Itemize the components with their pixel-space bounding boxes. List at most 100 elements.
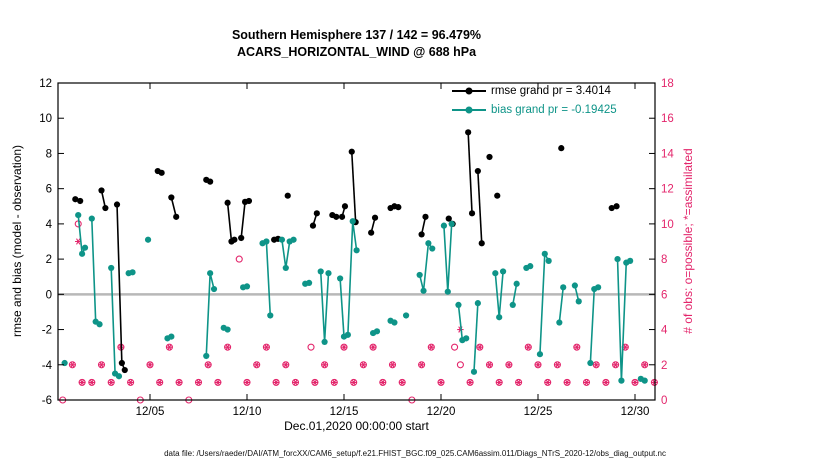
bias-marker xyxy=(560,284,567,291)
bias-marker xyxy=(402,312,410,319)
bias-marker xyxy=(353,247,360,254)
assimilated-obs-marker xyxy=(563,379,571,386)
y-axis-label-left: rmse and bias (model - observation) xyxy=(10,144,24,338)
rmse-series-segment xyxy=(467,132,473,214)
assimilated-obs-marker xyxy=(69,361,76,368)
rmse-legend-marker xyxy=(452,87,486,95)
rmse-marker xyxy=(371,214,379,221)
assimilated-obs-marker xyxy=(486,361,493,368)
page-title: Southern Hemisphere 137 / 142 = 96.479% xyxy=(231,28,482,42)
bias-marker xyxy=(499,268,507,275)
rmse-marker xyxy=(284,192,291,199)
assimilated-obs-marker xyxy=(612,361,619,368)
x-tick-label: 12/10 xyxy=(233,406,262,418)
bias-series-segment xyxy=(443,223,453,292)
rmse-marker xyxy=(613,203,620,210)
legend-item-bias: bias grand pr = -0.19425 xyxy=(452,102,617,118)
bias-marker xyxy=(416,271,423,279)
x-tick-label: 12/20 xyxy=(427,406,456,418)
bias-legend-label: bias grand pr = -0.19425 xyxy=(491,104,617,116)
bias-marker xyxy=(81,244,89,251)
possible-obs-marker xyxy=(451,343,459,351)
bias-marker xyxy=(317,268,324,275)
bias-marker xyxy=(263,238,270,245)
assimilated-obs-marker xyxy=(224,343,231,351)
assimilated-obs-marker xyxy=(340,343,348,351)
possible-obs-marker xyxy=(307,343,315,351)
bias-series-segment xyxy=(319,271,330,342)
bias-series-segment xyxy=(539,250,550,355)
bias-series-segment xyxy=(91,218,101,325)
bias-marker xyxy=(203,352,210,360)
bias-marker xyxy=(420,287,427,294)
bias-marker xyxy=(541,250,548,257)
rmse-marker xyxy=(224,199,231,206)
bias-series-segment xyxy=(339,278,345,337)
assimilated-obs-marker xyxy=(476,343,483,351)
assimilated-obs-marker xyxy=(253,361,260,368)
bias-marker xyxy=(440,222,448,229)
bias-marker xyxy=(305,279,313,286)
bias-marker xyxy=(337,275,344,282)
bias-series-segment xyxy=(347,221,358,335)
datafile-caption: data file: /Users/raeder/DAI/ATM_forcXX/… xyxy=(164,449,666,458)
x-tick-label: 12/05 xyxy=(136,406,165,418)
rmse-marker xyxy=(341,203,349,210)
bias-marker xyxy=(168,333,175,340)
bias-marker xyxy=(108,264,115,272)
bias-marker xyxy=(79,250,86,257)
rmse-legend-label: rmse grand pr = 3.4014 xyxy=(491,85,611,97)
rmse-marker xyxy=(558,145,565,152)
y-tick-label-right: 6 xyxy=(661,289,667,301)
y-tick-label-left: -2 xyxy=(42,325,52,337)
rmse-marker xyxy=(98,187,105,194)
rmse-marker xyxy=(445,215,452,222)
bias-marker xyxy=(641,377,648,384)
assimilated-obs-marker xyxy=(525,343,532,351)
legend: rmse grand pr = 3.4014 bias grand pr = -… xyxy=(452,83,617,118)
bias-series-segment xyxy=(205,273,215,357)
y-tick-label-right: 8 xyxy=(661,254,667,266)
bias-marker xyxy=(391,319,398,326)
rmse-legend-dot-icon xyxy=(465,87,473,95)
bias-marker xyxy=(448,220,455,227)
assimilated-obs-marker xyxy=(505,361,513,368)
rmse-marker xyxy=(494,192,501,199)
y-axis-label-right: # of obs: o=possible; *=assimilated xyxy=(681,148,695,334)
bias-marker xyxy=(282,264,289,272)
assimilated-obs-marker xyxy=(379,379,386,386)
assimilated-obs-marker xyxy=(602,379,610,386)
bias-series-segment xyxy=(511,283,518,306)
rmse-marker xyxy=(348,148,355,155)
bias-marker xyxy=(614,256,621,263)
assimilated-obs-marker xyxy=(205,361,212,368)
bias-marker xyxy=(224,326,231,333)
y-tick-label-right: 0 xyxy=(661,395,667,407)
y-tick-label-left: 10 xyxy=(39,113,52,125)
assimilated-obs-marker xyxy=(311,379,319,386)
bias-marker xyxy=(210,285,218,293)
bias-marker xyxy=(556,319,563,326)
bias-marker xyxy=(587,359,594,367)
assimilated-obs-marker xyxy=(389,361,396,368)
y-tick-label-right: 18 xyxy=(661,78,674,90)
bias-marker xyxy=(429,245,436,252)
y-tick-label-left: 6 xyxy=(46,184,52,196)
assimilated-obs-marker xyxy=(78,379,86,386)
assimilated-obs-marker xyxy=(127,379,134,386)
rmse-marker xyxy=(102,204,109,212)
axis-box xyxy=(57,82,656,401)
rmse-marker xyxy=(245,197,253,205)
y-tick-label-left: 8 xyxy=(46,148,52,160)
x-tick-label: 12/30 xyxy=(621,406,650,418)
bias-marker xyxy=(373,328,381,335)
rmse-marker xyxy=(486,153,493,161)
rmse-marker xyxy=(231,236,238,243)
assimilated-obs-marker xyxy=(418,361,425,368)
y-tick-label-left: 2 xyxy=(46,254,52,266)
rmse-marker xyxy=(238,234,245,242)
bias-marker xyxy=(571,282,578,289)
bias-series-segment xyxy=(110,267,120,377)
bias-series-segment xyxy=(589,286,599,364)
